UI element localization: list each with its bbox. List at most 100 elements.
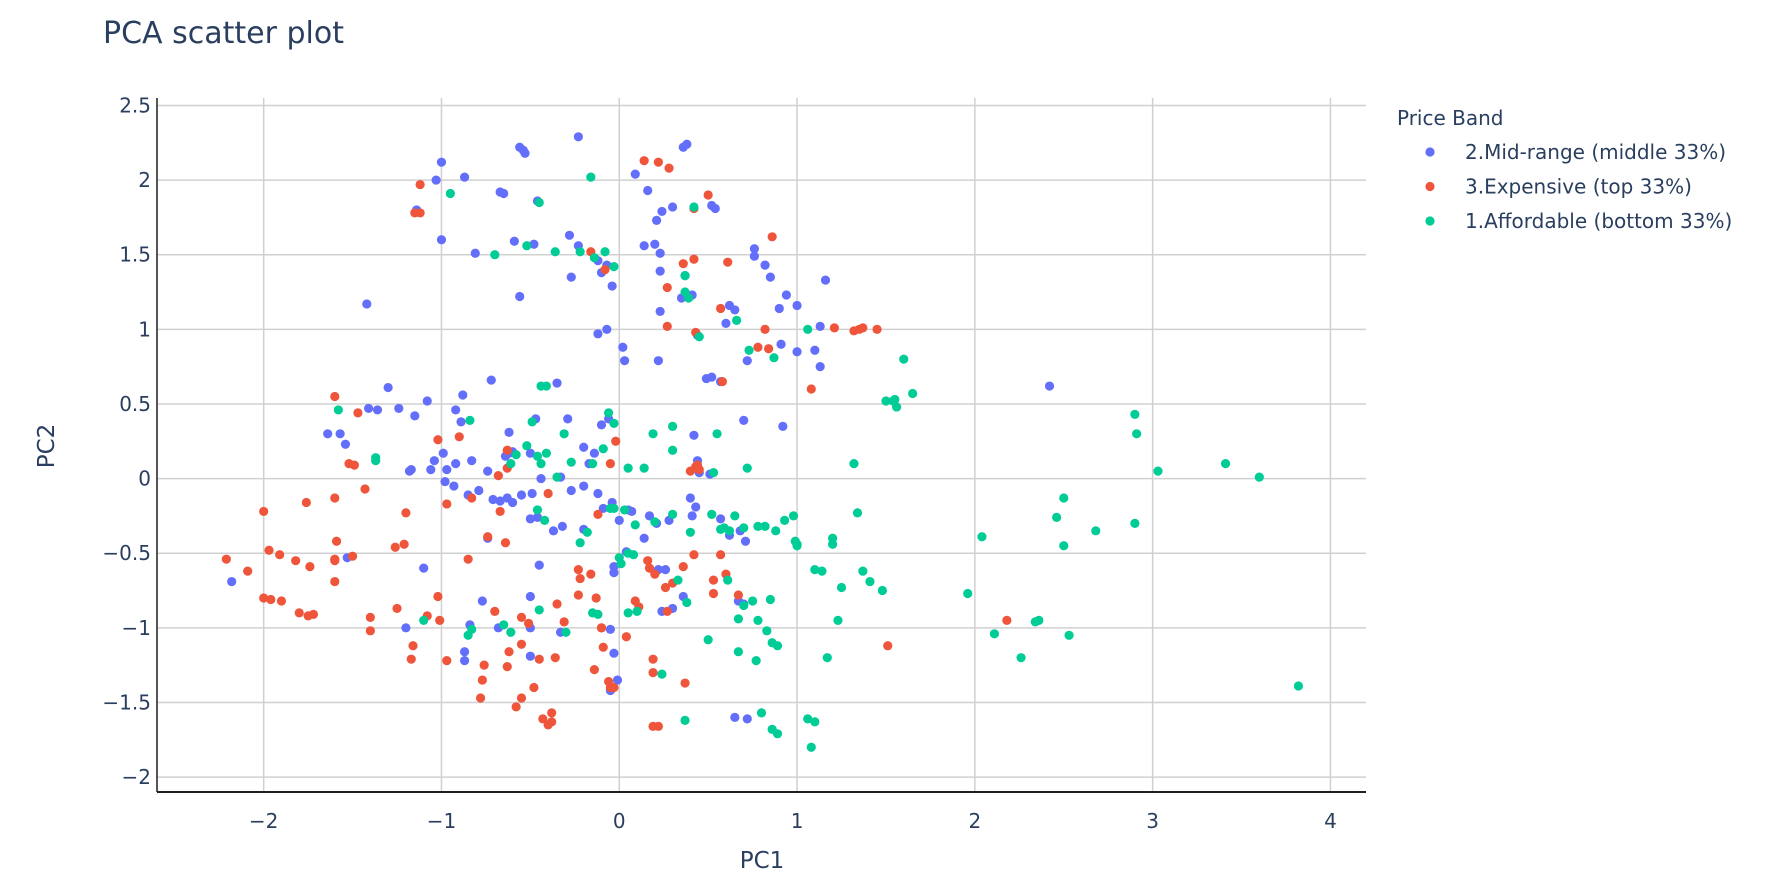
data-point[interactable] bbox=[259, 593, 269, 603]
data-point[interactable] bbox=[525, 591, 535, 602]
data-point[interactable] bbox=[467, 456, 477, 466]
data-point[interactable] bbox=[753, 615, 763, 625]
data-point[interactable] bbox=[516, 612, 527, 622]
data-point[interactable] bbox=[333, 405, 343, 415]
data-point[interactable] bbox=[525, 514, 535, 524]
data-point[interactable] bbox=[275, 550, 285, 560]
data-point[interactable] bbox=[822, 653, 832, 663]
data-point[interactable] bbox=[762, 626, 772, 636]
data-point[interactable] bbox=[525, 651, 535, 661]
data-point[interactable] bbox=[630, 520, 640, 530]
data-point[interactable] bbox=[543, 720, 553, 730]
data-point[interactable] bbox=[680, 271, 690, 281]
data-point[interactable] bbox=[532, 505, 543, 515]
data-point[interactable] bbox=[817, 566, 827, 576]
data-point[interactable] bbox=[733, 647, 743, 657]
data-point[interactable] bbox=[504, 647, 514, 657]
data-point[interactable] bbox=[732, 315, 742, 325]
data-point[interactable] bbox=[429, 456, 439, 466]
data-point[interactable] bbox=[276, 596, 287, 606]
data-point[interactable] bbox=[573, 590, 583, 600]
data-point[interactable] bbox=[515, 291, 525, 302]
data-point[interactable] bbox=[596, 420, 607, 430]
data-point[interactable] bbox=[573, 132, 583, 142]
data-point[interactable] bbox=[477, 675, 487, 685]
data-point[interactable] bbox=[877, 585, 888, 596]
data-point[interactable] bbox=[445, 188, 455, 199]
data-point[interactable] bbox=[596, 623, 607, 633]
data-point[interactable] bbox=[739, 600, 749, 611]
data-point[interactable] bbox=[810, 717, 820, 727]
data-point[interactable] bbox=[406, 465, 416, 475]
data-point[interactable] bbox=[516, 639, 527, 649]
data-point[interactable] bbox=[742, 356, 752, 366]
data-point[interactable] bbox=[865, 576, 875, 587]
data-point[interactable] bbox=[502, 662, 512, 672]
data-point[interactable] bbox=[475, 693, 486, 703]
data-point[interactable] bbox=[650, 569, 660, 579]
data-point[interactable] bbox=[605, 459, 615, 469]
data-point[interactable] bbox=[803, 714, 813, 724]
data-point[interactable] bbox=[305, 562, 315, 572]
data-point[interactable] bbox=[723, 257, 733, 267]
data-point[interactable] bbox=[587, 459, 598, 469]
data-point[interactable] bbox=[1059, 541, 1069, 551]
data-point[interactable] bbox=[499, 188, 509, 199]
data-point[interactable] bbox=[227, 576, 237, 587]
data-point[interactable] bbox=[500, 538, 511, 548]
data-point[interactable] bbox=[1293, 681, 1304, 691]
data-point[interactable] bbox=[543, 488, 553, 499]
data-point[interactable] bbox=[792, 300, 802, 311]
data-point[interactable] bbox=[723, 575, 733, 585]
data-point[interactable] bbox=[621, 632, 631, 642]
data-point[interactable] bbox=[767, 232, 777, 242]
data-point[interactable] bbox=[536, 473, 546, 484]
data-point[interactable] bbox=[627, 506, 637, 517]
data-point[interactable] bbox=[662, 321, 672, 331]
data-point[interactable] bbox=[707, 509, 717, 519]
data-point[interactable] bbox=[563, 414, 573, 424]
data-point[interactable] bbox=[573, 565, 583, 575]
data-point[interactable] bbox=[603, 408, 614, 418]
data-point[interactable] bbox=[639, 533, 649, 543]
data-point[interactable] bbox=[431, 175, 441, 185]
data-point[interactable] bbox=[660, 582, 671, 593]
data-point[interactable] bbox=[716, 303, 726, 314]
data-point[interactable] bbox=[639, 241, 649, 251]
data-point[interactable] bbox=[760, 260, 770, 270]
data-point[interactable] bbox=[536, 381, 546, 391]
data-point[interactable] bbox=[509, 236, 519, 246]
data-point[interactable] bbox=[593, 609, 603, 619]
data-point[interactable] bbox=[401, 623, 411, 633]
data-point[interactable] bbox=[575, 247, 585, 257]
data-point[interactable] bbox=[529, 239, 539, 249]
data-point[interactable] bbox=[335, 429, 345, 439]
data-point[interactable] bbox=[586, 172, 596, 182]
data-point[interactable] bbox=[456, 417, 466, 427]
data-point[interactable] bbox=[516, 693, 527, 703]
data-point[interactable] bbox=[593, 509, 603, 519]
data-point[interactable] bbox=[1016, 653, 1026, 663]
data-point[interactable] bbox=[815, 362, 825, 372]
data-point[interactable] bbox=[730, 712, 740, 722]
data-point[interactable] bbox=[989, 629, 1000, 639]
data-point[interactable] bbox=[668, 445, 678, 455]
data-point[interactable] bbox=[511, 450, 521, 460]
data-point[interactable] bbox=[547, 708, 557, 718]
data-point[interactable] bbox=[495, 506, 505, 517]
data-point[interactable] bbox=[739, 415, 749, 425]
data-point[interactable] bbox=[639, 156, 649, 166]
data-point[interactable] bbox=[550, 653, 560, 663]
data-point[interactable] bbox=[716, 550, 726, 560]
data-point[interactable] bbox=[383, 382, 393, 393]
data-point[interactable] bbox=[733, 590, 743, 600]
data-point[interactable] bbox=[264, 545, 274, 555]
data-point[interactable] bbox=[552, 378, 562, 388]
data-point[interactable] bbox=[529, 682, 539, 693]
data-point[interactable] bbox=[410, 411, 420, 421]
data-point[interactable] bbox=[442, 465, 452, 475]
data-point[interactable] bbox=[436, 235, 447, 245]
data-point[interactable] bbox=[833, 615, 843, 625]
data-point[interactable] bbox=[643, 185, 653, 196]
data-point[interactable] bbox=[749, 244, 759, 254]
